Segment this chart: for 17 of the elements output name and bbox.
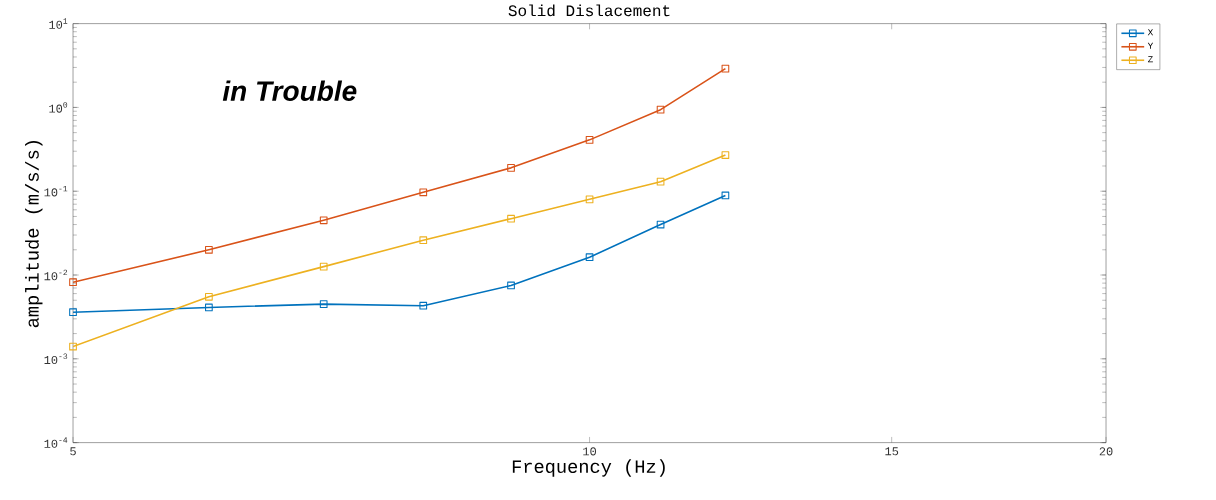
chart-title: Solid Dislacement <box>508 4 670 17</box>
x-tick-label: 20 <box>1099 447 1113 456</box>
y-tick-label: 10$^{1}$ <box>49 18 68 30</box>
y-tick-label: 10$^{-2}$ <box>44 269 68 281</box>
x-tick-label: 15 <box>885 447 899 456</box>
x-axis-title: Frequency (Hz) <box>512 459 665 477</box>
annotation: in Trouble <box>222 80 357 102</box>
legend-label: Y <box>1147 42 1154 50</box>
y-tick-label: 10$^{-3}$ <box>44 353 68 365</box>
y-tick-label: 10$^{0}$ <box>49 102 68 113</box>
legend-label: Z <box>1147 56 1153 63</box>
x-tick-label: 10 <box>583 447 597 456</box>
legend-label: X <box>1147 29 1154 36</box>
y-tick-label: 10$^{-1}$ <box>44 186 68 197</box>
y-axis-title: amplitude (m/s/s) <box>25 141 43 328</box>
x-tick-label: 5 <box>70 447 76 456</box>
y-tick-label: 10$^{-4}$ <box>44 437 68 449</box>
